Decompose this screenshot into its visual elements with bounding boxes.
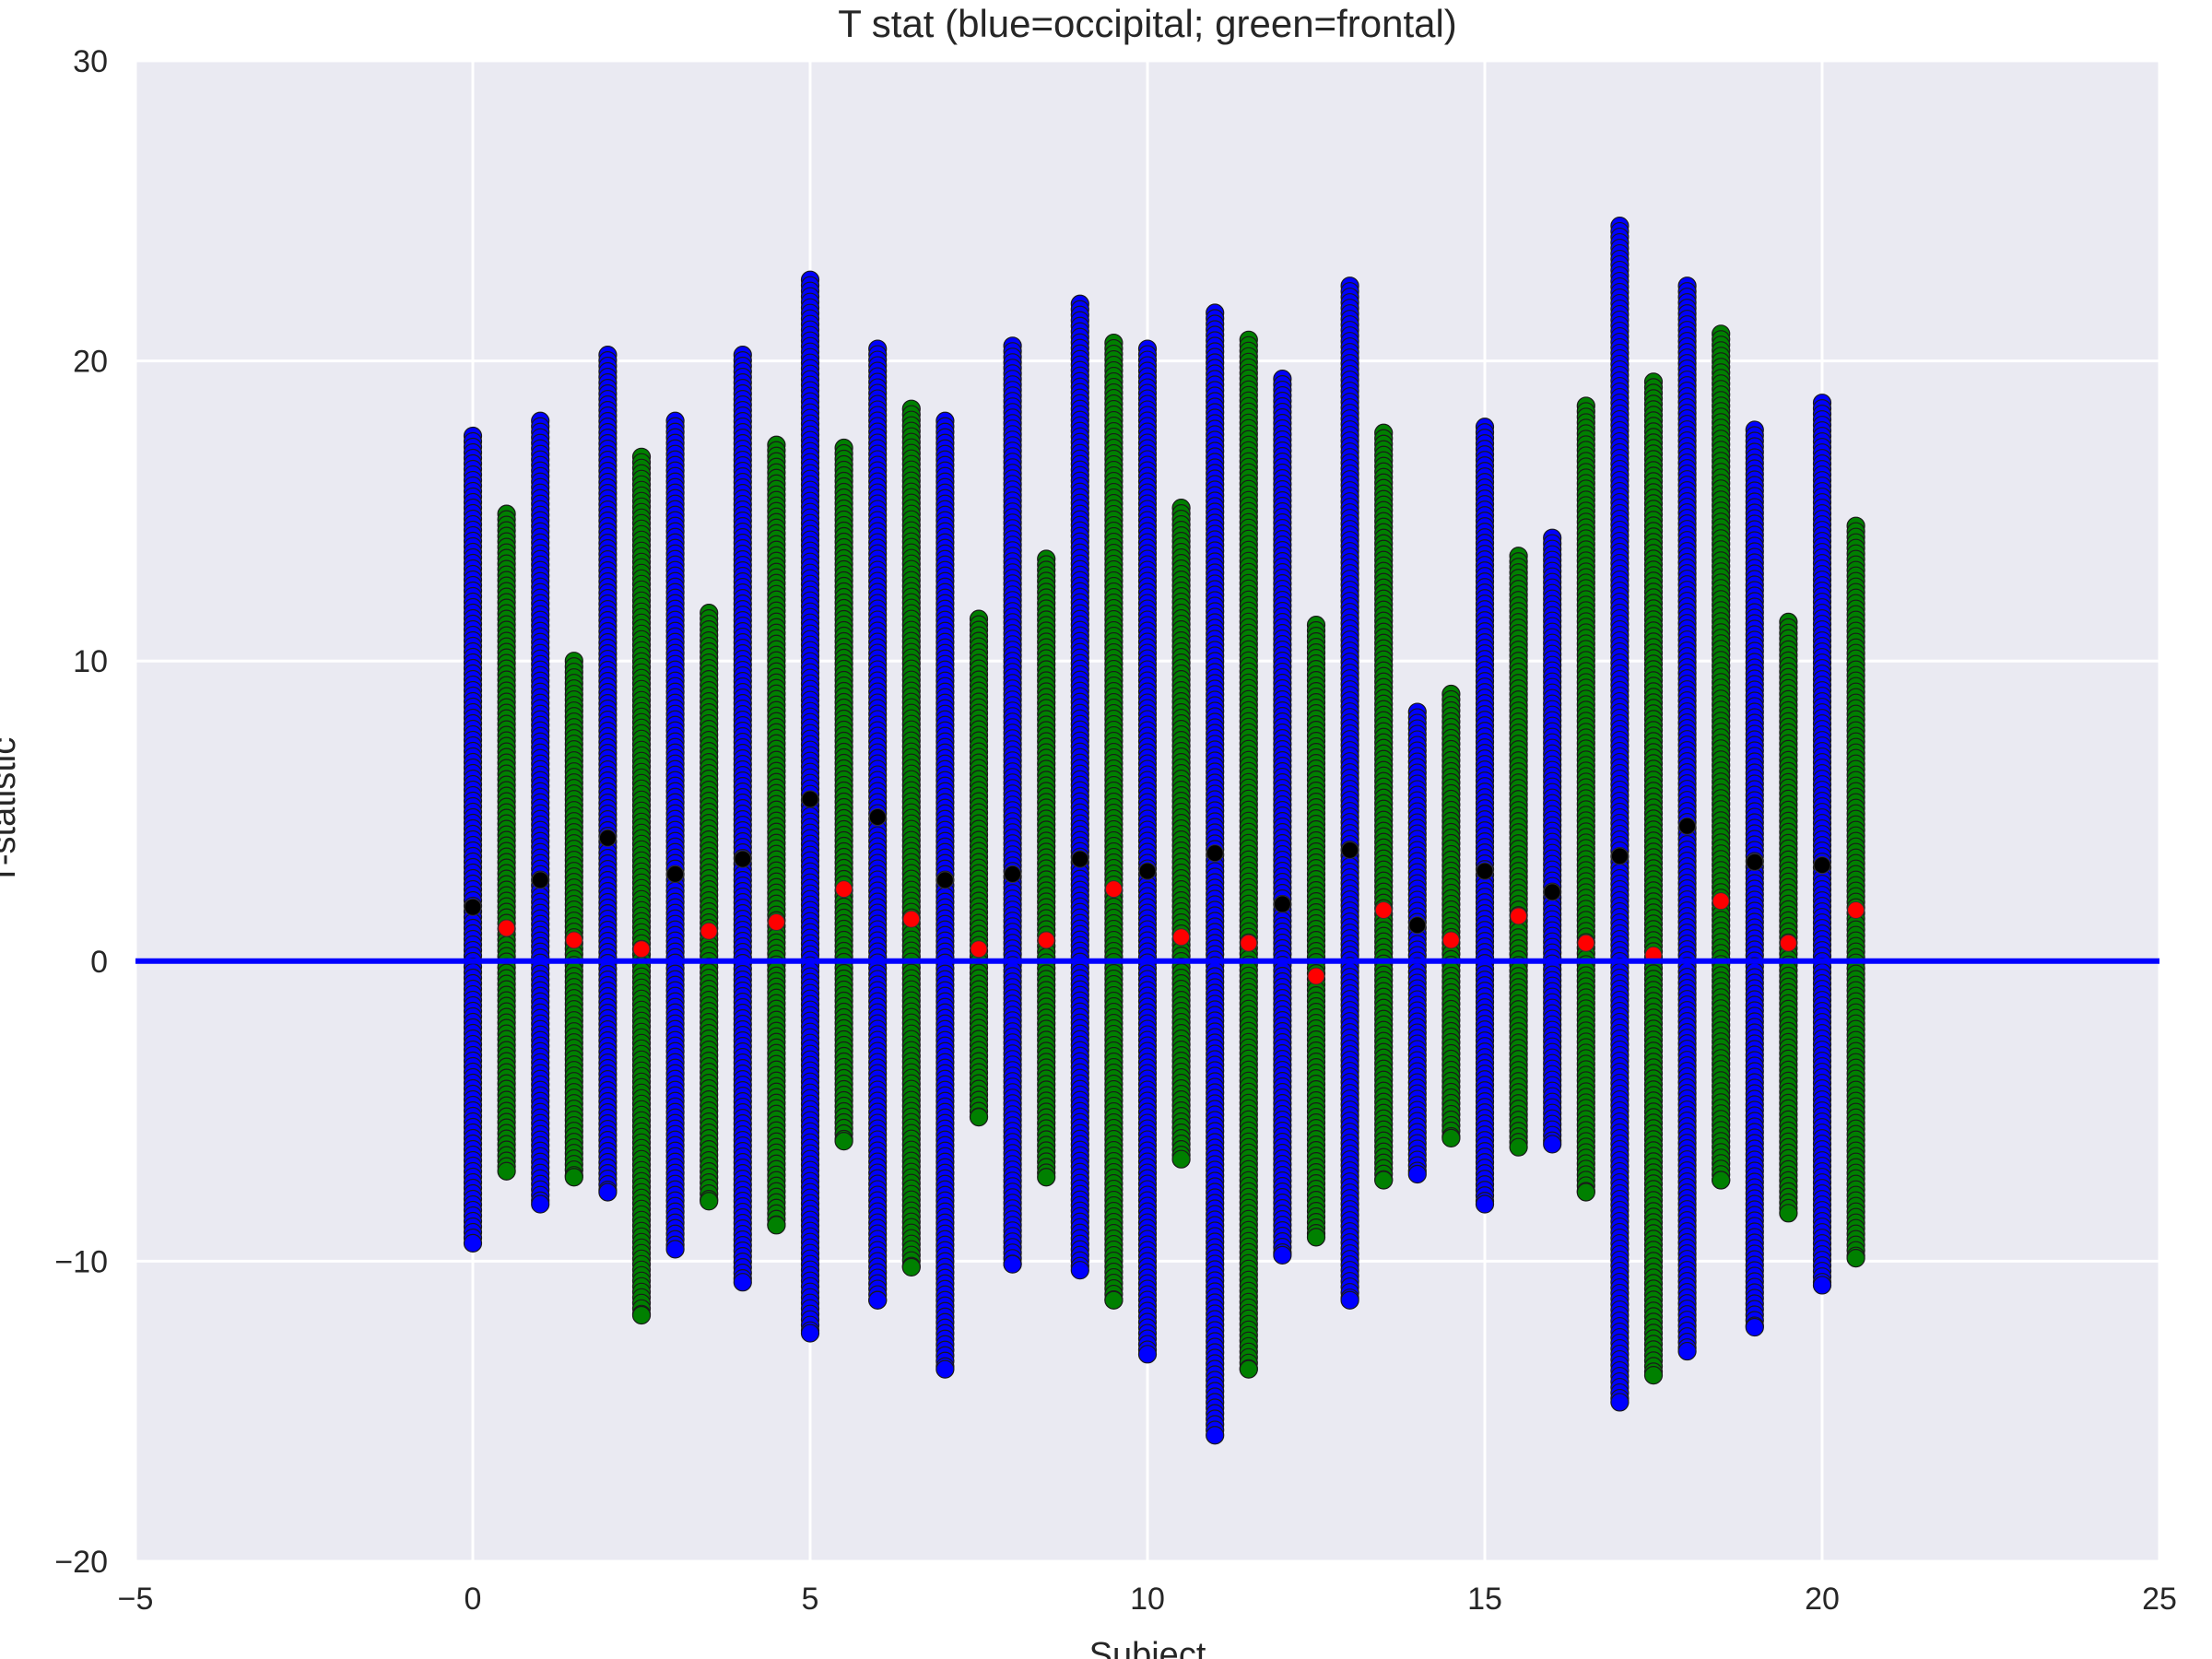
occipital-column [1543, 528, 1562, 1154]
occipital-point [1610, 1393, 1630, 1412]
frontal-column [901, 399, 921, 1277]
frontal-point [497, 1161, 516, 1181]
occipital-point [733, 1273, 752, 1292]
frontal-column [1037, 549, 1056, 1187]
frontal-point [767, 1216, 786, 1235]
occipital-column [1070, 294, 1089, 1280]
occipital-point [531, 1194, 550, 1214]
occipital-point [868, 1290, 888, 1310]
occipital-column [935, 411, 955, 1379]
frontal-point [564, 1168, 583, 1187]
frontal-point [1037, 1168, 1056, 1187]
frontal-column [1239, 330, 1258, 1379]
occipital-point [1745, 1317, 1764, 1337]
frontal-point [969, 1108, 989, 1127]
frontal-point [1104, 1290, 1124, 1310]
occipital-column [1745, 420, 1764, 1337]
occipital-point [935, 1359, 955, 1379]
frontal-point [700, 1192, 719, 1211]
occipital-column [531, 411, 550, 1214]
occipital-point [665, 1240, 685, 1259]
occipital-point [1070, 1261, 1089, 1280]
frontal-point [901, 1257, 921, 1277]
occipital-column [1407, 702, 1427, 1184]
occipital-column [1610, 216, 1630, 1412]
occipital-point [1340, 1290, 1359, 1310]
frontal-point [834, 1132, 853, 1151]
occipital-column [1003, 336, 1022, 1274]
frontal-column [700, 604, 719, 1211]
occipital-column [1206, 303, 1225, 1445]
frontal-column [497, 504, 516, 1181]
occipital-column [733, 345, 752, 1292]
occipital-column [598, 345, 618, 1202]
occipital-column [1475, 418, 1495, 1214]
frontal-point [631, 1305, 652, 1325]
occipital-point [463, 1233, 483, 1253]
frontal-column [767, 435, 786, 1235]
occipital-column [1340, 276, 1359, 1310]
frontal-column [834, 438, 853, 1151]
frontal-column [564, 652, 583, 1187]
occipital-point [1812, 1276, 1832, 1295]
occipital-point [1273, 1245, 1292, 1265]
occipital-point [1206, 1426, 1225, 1445]
frontal-column [969, 609, 989, 1127]
occipital-point [598, 1182, 618, 1202]
frontal-point [1171, 1149, 1191, 1169]
occipital-point [1677, 1341, 1697, 1361]
occipital-point [1137, 1345, 1158, 1364]
occipital-column [463, 426, 483, 1253]
frontal-column [631, 447, 652, 1325]
occipital-column [1273, 370, 1292, 1265]
occipital-point [1543, 1135, 1562, 1154]
occipital-point [1407, 1164, 1427, 1184]
frontal-column [1104, 333, 1124, 1310]
occipital-point [1475, 1194, 1495, 1214]
occipital-column [1137, 339, 1158, 1364]
occipital-column [665, 411, 685, 1259]
frontal-column [1171, 499, 1191, 1169]
occipital-column [1812, 394, 1832, 1295]
occipital-point [800, 1324, 820, 1343]
data-points [463, 216, 1865, 1445]
occipital-point [1003, 1254, 1022, 1274]
